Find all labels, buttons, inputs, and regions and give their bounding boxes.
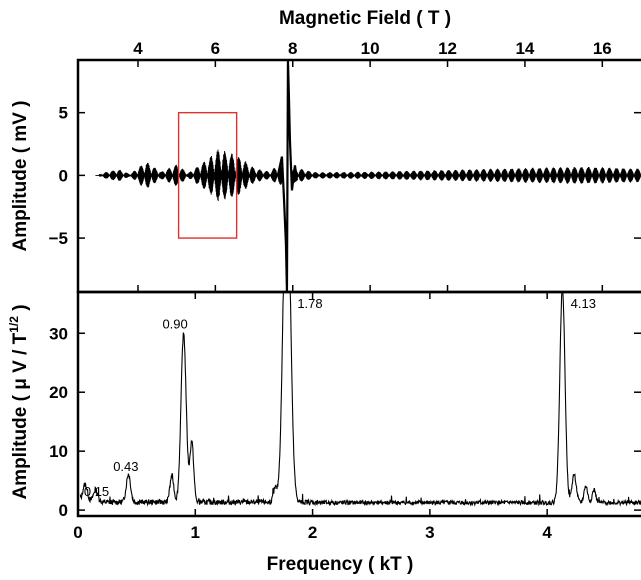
peak-label: 1.78: [297, 296, 322, 311]
peak-label: 0.90: [162, 317, 187, 332]
top-x-tick-label: 6: [211, 39, 220, 58]
top-y-tick-labels: 5 0 −5: [49, 104, 68, 248]
highlight-box: [177, 111, 238, 239]
top-x-tick-label: 16: [593, 39, 612, 58]
top-panel: 4 6 8 10 12 14 16 5 0 −5: [49, 39, 641, 294]
top-tick-labels: 4 6 8 10 12 14 16: [133, 39, 612, 58]
bottom-y-tick-labels: 30 20 10 0: [49, 324, 68, 520]
top-x-tick-label: 8: [288, 39, 297, 58]
bottom-x-tick-labels: 0 1 2 3 4: [73, 523, 552, 542]
peak-label: 0.15: [84, 484, 109, 499]
peak-label: 4.13: [571, 296, 596, 311]
bottom-y-axis-title-end: ): [10, 304, 31, 316]
bottom-panel: 0 1 2 3 4 30 20 10 0 0.15 0.43 0.90 1.78 4.13: [49, 290, 641, 542]
top-x-tick-label: 14: [515, 39, 534, 58]
bottom-y-axis-title-main: Amplitude ( μ V / T: [10, 332, 31, 499]
bottom-y-tick-label: 30: [49, 324, 68, 343]
top-x-tick-label: 10: [361, 39, 380, 58]
top-y-axis-title: Amplitude ( mV ): [10, 101, 31, 252]
bottom-y-tick-label: 0: [59, 501, 68, 520]
bottom-x-tick-label: 2: [308, 523, 317, 542]
bottom-y-axis-title: Amplitude ( μ V / T1/2 ): [7, 304, 31, 499]
bottom-y-axis-title-sup: 1/2: [7, 316, 21, 333]
bottom-x-axis-title: Frequency ( kT ): [267, 554, 414, 575]
bottom-panel-frame: [76, 290, 641, 518]
bottom-x-tick-label: 1: [191, 523, 200, 542]
top-x-axis-title: Magnetic Field ( T ): [279, 8, 451, 29]
bottom-x-tick-label: 3: [425, 523, 434, 542]
spectrum-line: [79, 291, 641, 507]
peak-annotations: 0.15 0.43 0.90 1.78 4.13: [84, 296, 596, 499]
top-y-tick-label: 0: [59, 166, 68, 185]
top-x-tick-label: 4: [133, 39, 143, 58]
bottom-y-tick-label: 20: [49, 383, 68, 402]
top-x-tick-label: 12: [438, 39, 457, 58]
top-y-tick-label: 5: [59, 104, 68, 123]
bottom-x-tick-label: 4: [542, 523, 552, 542]
field-signal-line: [95, 149, 641, 202]
bottom-x-tick-label: 0: [73, 523, 82, 542]
peak-label: 0.43: [113, 459, 138, 474]
bottom-y-tick-label: 10: [49, 442, 68, 461]
top-y-tick-label: −5: [49, 229, 68, 248]
